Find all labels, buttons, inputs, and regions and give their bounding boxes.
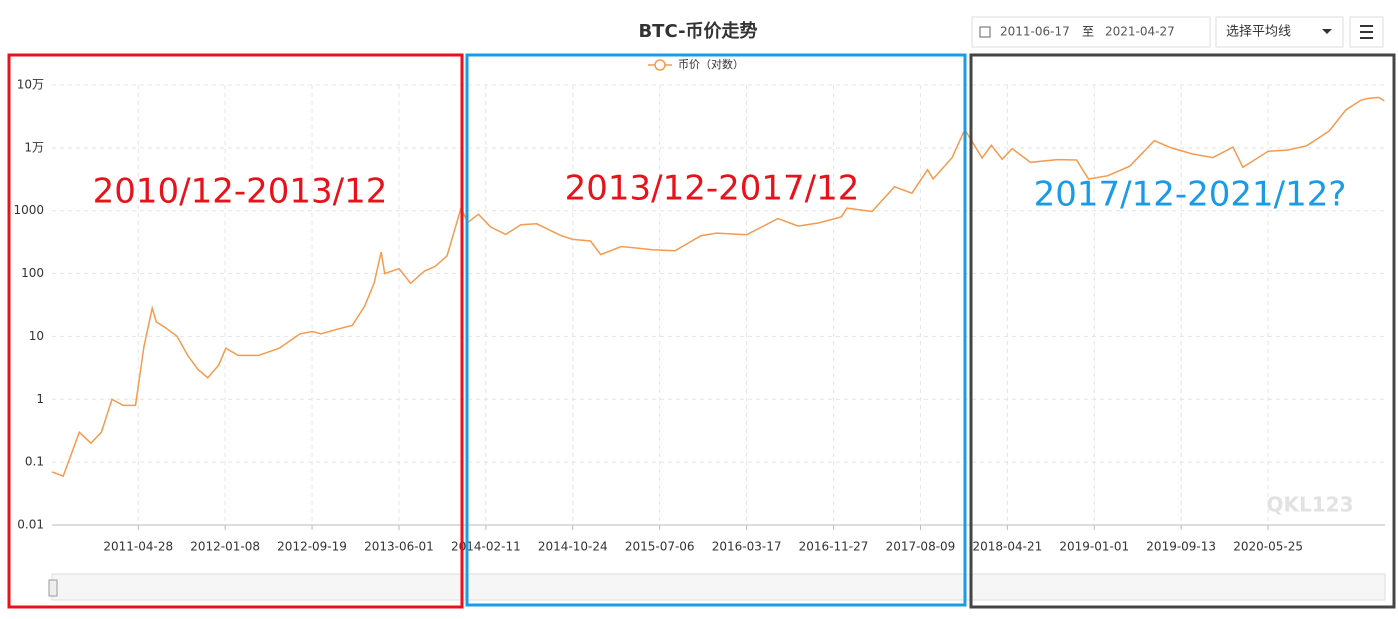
y-tick-label: 10 [29, 329, 44, 343]
annotation-text: 2010/12-2013/12 [93, 172, 388, 212]
y-tick-label: 1 [36, 392, 44, 406]
x-tick-label: 2011-04-28 [103, 540, 173, 554]
x-tick-label: 2016-11-27 [799, 540, 869, 554]
price-line [51, 96, 1385, 478]
ma-select-label[interactable]: 选择平均线 [1226, 25, 1291, 40]
start-date[interactable]: 2011-06-17 [1000, 25, 1070, 39]
range-separator: 至 [1082, 25, 1094, 39]
legend[interactable]: 币价（对数） [648, 57, 744, 71]
x-tick-label: 2012-09-19 [277, 540, 347, 554]
x-tick-label: 2018-04-21 [972, 540, 1042, 554]
ma-select[interactable] [1215, 16, 1344, 48]
annotation-box [465, 53, 967, 607]
x-tick-label: 2017-08-09 [886, 540, 956, 554]
end-date[interactable]: 2021-04-27 [1105, 25, 1175, 39]
annotation-text: 2017/12-2021/12? [1034, 175, 1347, 215]
annotation-box [969, 53, 1396, 609]
y-tick-label: 1万 [24, 140, 44, 154]
x-tick-label: 2016-03-17 [712, 540, 782, 554]
y-tick-label: 1000 [13, 203, 44, 217]
navigator-handle[interactable] [48, 579, 58, 597]
y-tick-label: 0.01 [17, 518, 44, 532]
legend-marker [654, 59, 666, 71]
x-tick-label: 2014-10-24 [538, 540, 608, 554]
date-range[interactable] [971, 16, 1211, 48]
menu-icon [1360, 25, 1373, 39]
x-tick-label: 2015-07-06 [625, 540, 695, 554]
y-tick-label: 100 [21, 266, 44, 280]
dropdown-arrow [1322, 29, 1332, 34]
x-tick-label: 2019-09-13 [1146, 540, 1216, 554]
chart-title: BTC-币价走势 [638, 20, 757, 42]
x-tick-label: 2019-01-01 [1059, 540, 1129, 554]
x-tick-label: 2012-01-08 [190, 540, 260, 554]
x-tick-label: 2013-06-01 [364, 540, 434, 554]
x-tick-label: 2020-05-25 [1233, 540, 1303, 554]
annotation-text: 2013/12-2017/12 [565, 169, 860, 209]
navigator[interactable] [51, 573, 1386, 601]
watermark: QKL123 [1267, 493, 1354, 517]
calendar-icon [979, 26, 991, 38]
y-tick-label: 0.1 [25, 455, 44, 469]
y-tick-label: 10万 [17, 78, 44, 92]
toolbar: 2011-06-17 至 2021-04-27 选择平均线 [971, 16, 1384, 48]
legend-label: 币价（对数） [678, 57, 744, 71]
annotation-box [7, 53, 464, 609]
